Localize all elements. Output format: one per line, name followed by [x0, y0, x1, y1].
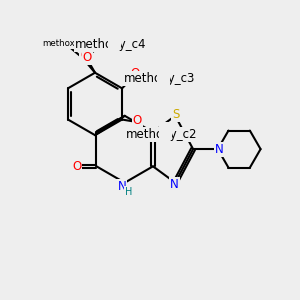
- Text: methoxy_c4: methoxy_c4: [75, 38, 147, 51]
- Text: methoxy_c3: methoxy_c3: [124, 72, 196, 85]
- Text: H: H: [125, 187, 132, 196]
- Text: methoxy: methoxy: [42, 38, 80, 47]
- Text: N: N: [170, 178, 179, 191]
- Text: O: O: [130, 67, 139, 80]
- Text: O: O: [83, 51, 92, 64]
- Text: methoxy_c2: methoxy_c2: [126, 128, 197, 141]
- Text: N: N: [215, 142, 224, 156]
- Text: O: O: [133, 114, 142, 127]
- Text: S: S: [172, 107, 179, 121]
- Text: O: O: [72, 160, 81, 173]
- Text: O: O: [80, 49, 89, 62]
- Text: N: N: [117, 180, 126, 193]
